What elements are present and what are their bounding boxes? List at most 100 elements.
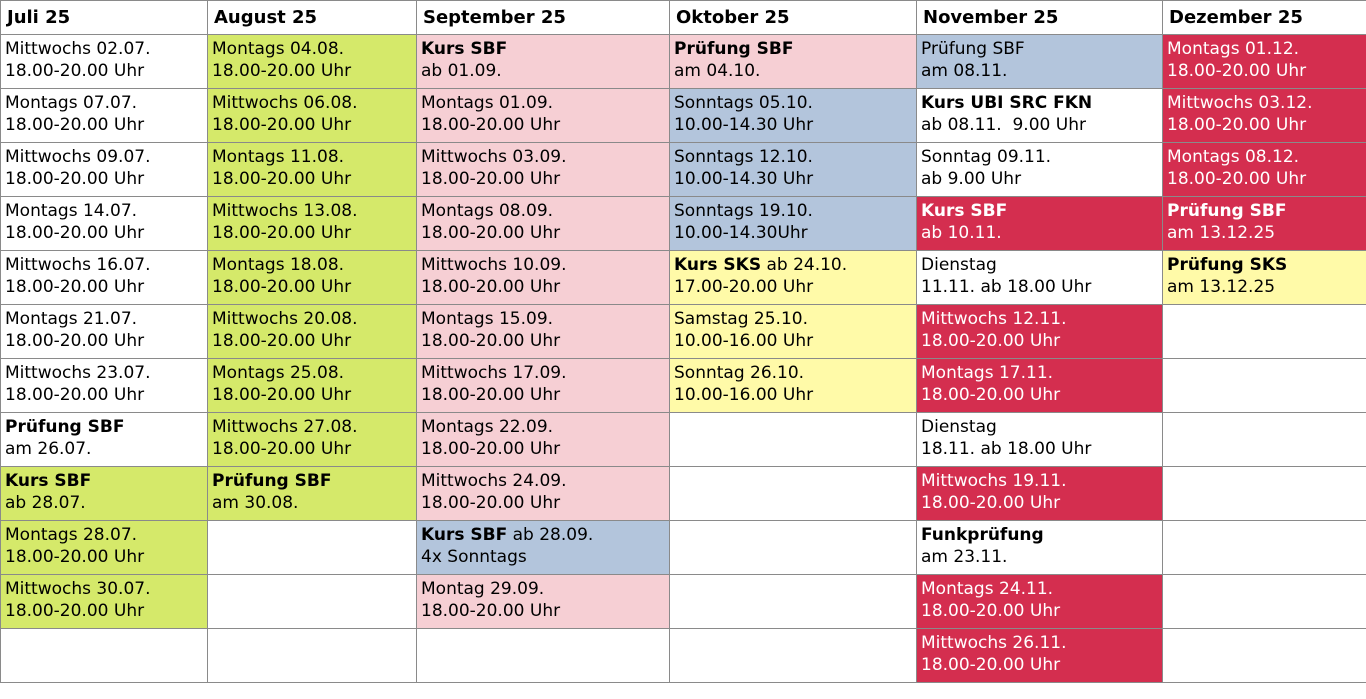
schedule-cell	[1162, 304, 1366, 359]
cell-text: Mittwochs 19.11.	[921, 471, 1067, 491]
month-header: September 25	[416, 0, 670, 35]
schedule-cell: Montags 18.08. 18.00-20.00 Uhr	[207, 250, 417, 305]
cell-line-1: Prüfung SBF	[1167, 200, 1362, 222]
cell-line-1: Mittwochs 30.07.	[5, 578, 203, 600]
cell-line-1: Prüfung SKS	[1167, 254, 1362, 276]
cell-text: Sonntag 26.10.	[674, 363, 805, 383]
cell-line-1: Sonntags 19.10.	[674, 200, 912, 222]
cell-line-1: Mittwochs 19.11.	[921, 470, 1158, 492]
table-row: Mittwochs 09.07. 18.00-20.00 Uhr Montags 1…	[0, 142, 1366, 197]
cell-bold-text: Prüfung SBF	[674, 39, 794, 59]
cell-text: Mittwochs 06.08.	[212, 93, 358, 113]
schedule-cell: Montags 01.09. 18.00-20.00 Uhr	[416, 88, 670, 143]
cell-text: Montags 24.11.	[921, 579, 1054, 599]
schedule-cell: Mittwochs 03.12. 18.00-20.00 Uhr	[1162, 88, 1366, 143]
cell-line-1: Mittwochs 26.11.	[921, 632, 1158, 654]
schedule-cell: Montags 04.08. 18.00-20.00 Uhr	[207, 34, 417, 89]
month-header: Juli 25	[0, 0, 208, 35]
cell-line-1: Montags 08.09.	[421, 200, 665, 222]
schedule-cell	[669, 466, 917, 521]
cell-text: Montags 08.09.	[421, 201, 554, 221]
schedule-cell	[1162, 574, 1366, 629]
schedule-cell: Mittwochs 30.07. 18.00-20.00 Uhr	[0, 574, 208, 629]
cell-text: Montags 18.08.	[212, 255, 345, 275]
cell-line-1: Funkprüfung	[921, 524, 1158, 546]
schedule-table: Juli 25 August 25 September 25 Oktober 2…	[0, 0, 1366, 683]
cell-line-1: Mittwochs 24.09.	[421, 470, 665, 492]
schedule-cell: Montags 15.09. 18.00-20.00 Uhr	[416, 304, 670, 359]
schedule-cell: Montags 08.09. 18.00-20.00 Uhr	[416, 196, 670, 251]
schedule-cell: Kurs SKS ab 24.10. 17.00-20.00 Uhr	[669, 250, 917, 305]
cell-line-2: 4x Sonntags	[421, 547, 527, 567]
cell-line-2: 17.00-20.00 Uhr	[674, 277, 814, 297]
cell-text: Mittwochs 13.08.	[212, 201, 358, 221]
schedule-cell: Montag 29.09. 18.00-20.00 Uhr	[416, 574, 670, 629]
cell-line-1: Mittwochs 09.07.	[5, 146, 203, 168]
cell-text: Samstag 25.10.	[674, 309, 808, 329]
cell-bold-text: Kurs SBF	[921, 201, 1008, 221]
schedule-cell: Mittwochs 26.11. 18.00-20.00 Uhr	[916, 628, 1163, 683]
cell-line-2: 10.00-14.30Uhr	[674, 223, 808, 243]
schedule-cell: Mittwochs 10.09. 18.00-20.00 Uhr	[416, 250, 670, 305]
cell-line-1: Dienstag	[921, 416, 1158, 438]
schedule-cell: Sonntag 09.11. ab 9.00 Uhr	[916, 142, 1163, 197]
cell-text: Montags 08.12.	[1167, 147, 1300, 167]
schedule-cell: Samstag 25.10. 10.00-16.00 Uhr	[669, 304, 917, 359]
cell-line-2: 18.00-20.00 Uhr	[5, 115, 145, 135]
cell-line-1: Kurs SBF	[421, 38, 665, 60]
cell-line-2: 18.00-20.00 Uhr	[1167, 115, 1307, 135]
cell-text: Sonntag 09.11.	[921, 147, 1052, 167]
cell-text: Mittwochs 23.07.	[5, 363, 151, 383]
schedule-cell: Prüfung SKS am 13.12.25	[1162, 250, 1366, 305]
cell-text: Montags 22.09.	[421, 417, 554, 437]
cell-line-2: 18.00-20.00 Uhr	[421, 439, 561, 459]
cell-line-1: Montags 11.08.	[212, 146, 412, 168]
cell-line-1: Kurs SKS ab 24.10.	[674, 254, 912, 276]
schedule-cell	[1162, 412, 1366, 467]
cell-line-1: Mittwochs 10.09.	[421, 254, 665, 276]
schedule-cell: Prüfung SBF am 04.10.	[669, 34, 917, 89]
cell-line-2: 18.00-20.00 Uhr	[921, 493, 1061, 513]
cell-line-2: ab 01.09.	[421, 61, 502, 81]
schedule-cell: Montags 22.09. 18.00-20.00 Uhr	[416, 412, 670, 467]
cell-line-2: 18.00-20.00 Uhr	[421, 385, 561, 405]
schedule-cell: Montags 21.07. 18.00-20.00 Uhr	[0, 304, 208, 359]
cell-text: Montags 04.08.	[212, 39, 345, 59]
cell-line-1: Montags 24.11.	[921, 578, 1158, 600]
cell-line-1: Montags 28.07.	[5, 524, 203, 546]
cell-line-2: am 13.12.25	[1167, 277, 1276, 297]
schedule-cell: Sonntags 05.10. 10.00-14.30 Uhr	[669, 88, 917, 143]
cell-line-2: 18.00-20.00 Uhr	[421, 601, 561, 621]
cell-line-2: 18.00-20.00 Uhr	[5, 223, 145, 243]
cell-line-1: Kurs SBF	[921, 200, 1158, 222]
cell-text: Sonntags 05.10.	[674, 93, 813, 113]
cell-line-2: 18.00-20.00 Uhr	[921, 655, 1061, 675]
cell-text: Mittwochs 12.11.	[921, 309, 1067, 329]
cell-line-2: 18.00-20.00 Uhr	[1167, 169, 1307, 189]
cell-line-2: 18.00-20.00 Uhr	[921, 385, 1061, 405]
cell-line-2: 18.00-20.00 Uhr	[5, 61, 145, 81]
cell-line-2: 11.11. ab 18.00 Uhr	[921, 277, 1092, 297]
schedule-cell: Mittwochs 19.11. 18.00-20.00 Uhr	[916, 466, 1163, 521]
cell-text: Mittwochs 03.09.	[421, 147, 567, 167]
cell-line-1: Montags 01.12.	[1167, 38, 1362, 60]
schedule-cell	[207, 574, 417, 629]
schedule-cell	[207, 520, 417, 575]
schedule-cell: Kurs SBF ab 28.09. 4x Sonntags	[416, 520, 670, 575]
cell-line-1: Montag 29.09.	[421, 578, 665, 600]
cell-line-1: Mittwochs 02.07.	[5, 38, 203, 60]
cell-line-1: Prüfung SBF	[5, 416, 203, 438]
cell-line-1: Montags 08.12.	[1167, 146, 1362, 168]
cell-line-2: am 26.07.	[5, 439, 92, 459]
cell-line-1: Sonntags 12.10.	[674, 146, 912, 168]
schedule-cell: Mittwochs 27.08. 18.00-20.00 Uhr	[207, 412, 417, 467]
month-header: November 25	[916, 0, 1163, 35]
table-row: Mittwochs 30.07. 18.00-20.00 Uhr Montag 29…	[0, 574, 1366, 629]
schedule-cell: Kurs UBI SRC FKN ab 08.11. 9.00 Uhr	[916, 88, 1163, 143]
table-row: Prüfung SBF am 26.07. Mittwochs 27.08. 18.0…	[0, 412, 1366, 467]
cell-bold-text: Prüfung SKS	[1167, 255, 1288, 275]
schedule-cell: Prüfung SBF am 30.08.	[207, 466, 417, 521]
cell-line-2: ab 10.11.	[921, 223, 1002, 243]
cell-line-2: 18.00-20.00 Uhr	[212, 223, 352, 243]
cell-line-1: Kurs SBF	[5, 470, 203, 492]
